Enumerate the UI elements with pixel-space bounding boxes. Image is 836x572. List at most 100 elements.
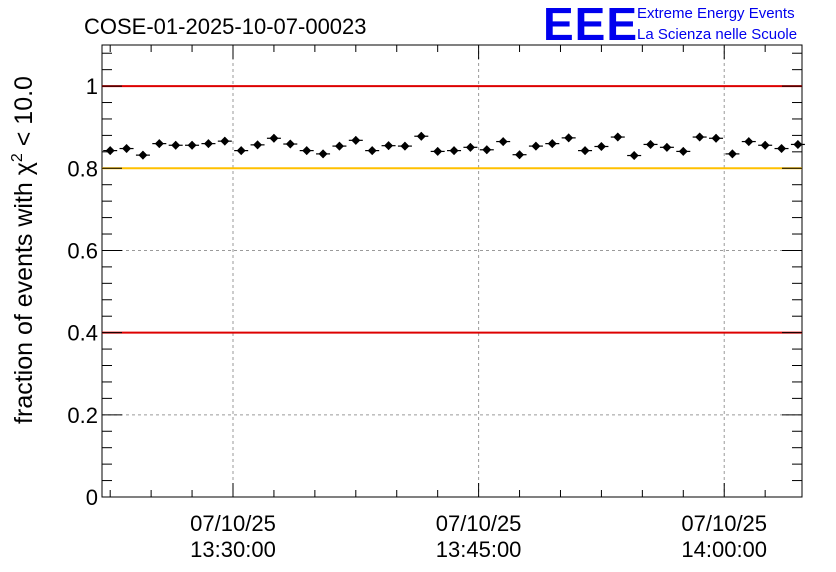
- point-marker: [187, 140, 197, 150]
- data-point: [250, 140, 265, 150]
- point-marker: [777, 144, 787, 154]
- data-point: [528, 141, 543, 151]
- grid-lines: [102, 45, 802, 497]
- point-marker: [580, 146, 590, 156]
- data-point: [643, 139, 658, 149]
- point-marker: [367, 146, 377, 156]
- data-point: [414, 131, 429, 141]
- point-marker: [613, 132, 623, 142]
- point-marker: [416, 131, 426, 141]
- data-point: [103, 146, 118, 156]
- point-marker: [498, 137, 508, 147]
- point-marker: [400, 141, 410, 151]
- point-marker: [122, 144, 132, 154]
- x-tick-time: 14:00:00: [681, 537, 767, 562]
- point-marker: [646, 139, 656, 149]
- point-marker: [564, 133, 574, 143]
- data-point: [479, 145, 494, 155]
- point-marker: [269, 133, 279, 143]
- data-point: [692, 132, 707, 142]
- x-tick-time: 13:45:00: [436, 537, 522, 562]
- y-tick-label: 0.8: [67, 156, 98, 181]
- point-marker: [253, 140, 263, 150]
- data-point: [741, 137, 756, 147]
- point-marker: [285, 139, 295, 149]
- x-tick-date: 07/10/25: [681, 511, 767, 536]
- point-marker: [318, 149, 328, 159]
- data-point: [135, 150, 150, 160]
- data-point: [365, 146, 380, 156]
- point-marker: [760, 140, 770, 150]
- data-point: [594, 141, 609, 151]
- point-marker: [334, 141, 344, 151]
- point-marker: [203, 139, 213, 149]
- logo-line-2: La Scienza nelle Scuole: [637, 26, 797, 43]
- data-point: [659, 142, 674, 152]
- data-points: [103, 131, 805, 161]
- data-point: [725, 149, 740, 159]
- data-point: [217, 136, 232, 146]
- data-point: [185, 140, 200, 150]
- data-point: [545, 139, 560, 149]
- data-point: [430, 146, 445, 156]
- data-point: [561, 133, 576, 143]
- point-marker: [433, 146, 443, 156]
- point-marker: [465, 142, 475, 152]
- logo-mark: EEE: [543, 0, 638, 50]
- data-point: [578, 146, 593, 156]
- data-point: [332, 141, 347, 151]
- point-marker: [695, 132, 705, 142]
- axis-ticks: [102, 45, 802, 498]
- data-point: [316, 149, 331, 159]
- data-point: [348, 135, 363, 145]
- data-point: [627, 151, 642, 161]
- x-tick-date: 07/10/25: [190, 511, 276, 536]
- data-point: [397, 141, 412, 151]
- data-point: [266, 133, 281, 143]
- x-tick-labels: 07/10/2513:30:0007/10/2513:45:0007/10/25…: [190, 511, 767, 562]
- data-point: [463, 142, 478, 152]
- data-point: [234, 146, 249, 156]
- point-marker: [515, 150, 525, 160]
- reference-lines: [102, 85, 802, 334]
- y-axis-title-prefix: fraction of events with χ: [10, 162, 38, 424]
- point-marker: [236, 146, 246, 156]
- data-point: [201, 139, 216, 149]
- y-axis-title: fraction of events with χ2 < 10.0: [9, 76, 38, 424]
- data-point: [790, 139, 805, 149]
- data-point: [152, 139, 167, 149]
- point-marker: [678, 146, 688, 156]
- x-tick-time: 13:30:00: [190, 537, 276, 562]
- y-tick-label: 0.4: [67, 321, 98, 346]
- data-point: [168, 140, 183, 150]
- point-marker: [711, 133, 721, 143]
- point-marker: [138, 150, 148, 160]
- y-axis-title-suffix: < 10.0: [10, 76, 38, 153]
- y-tick-label: 1: [86, 74, 98, 99]
- y-tick-label: 0.6: [67, 238, 98, 263]
- point-marker: [531, 141, 541, 151]
- y-tick-label: 0.2: [67, 403, 98, 428]
- point-marker: [154, 139, 164, 149]
- y-axis-title-sup: 2: [9, 153, 26, 162]
- data-point: [283, 139, 298, 149]
- point-marker: [220, 136, 230, 146]
- plot-frame: [101, 44, 803, 498]
- point-marker: [662, 142, 672, 152]
- data-point: [299, 146, 314, 156]
- point-marker: [744, 137, 754, 147]
- y-tick-labels: 0 0.2 0.4 0.6 0.8 1: [67, 74, 98, 510]
- point-marker: [384, 141, 394, 151]
- data-point: [447, 146, 462, 156]
- point-marker: [482, 145, 492, 155]
- data-point: [496, 137, 511, 147]
- point-marker: [793, 139, 803, 149]
- point-marker: [596, 141, 606, 151]
- point-marker: [171, 140, 181, 150]
- logo-line-1: Extreme Energy Events: [637, 5, 795, 22]
- point-marker: [727, 149, 737, 159]
- point-marker: [105, 146, 115, 156]
- point-marker: [302, 146, 312, 156]
- data-point: [774, 144, 789, 154]
